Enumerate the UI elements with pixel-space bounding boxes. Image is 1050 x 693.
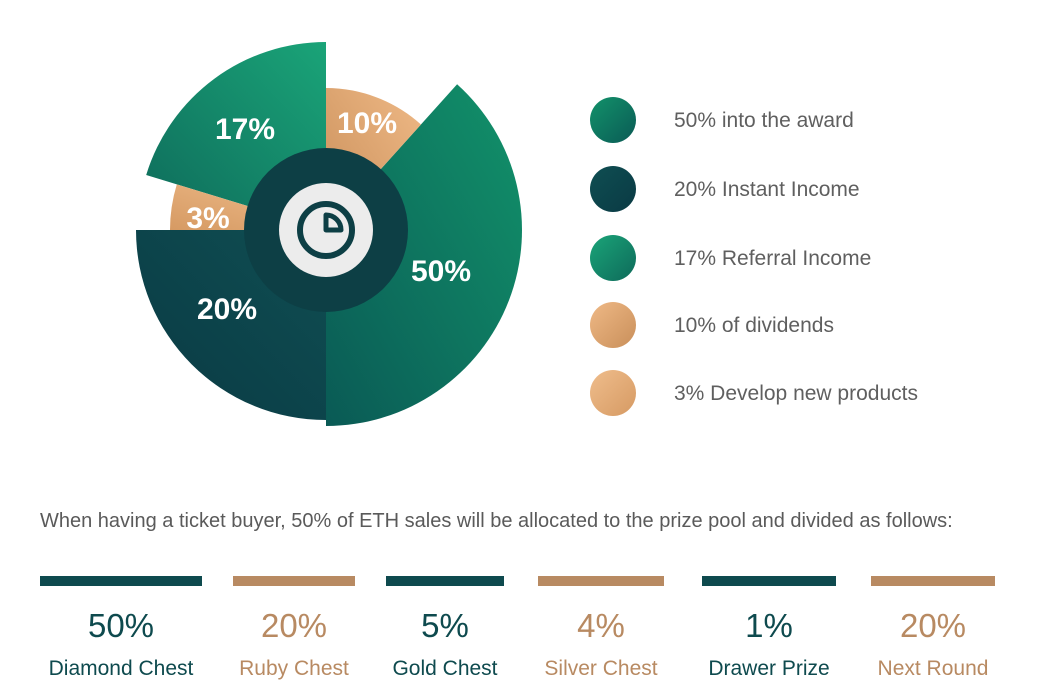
prize-bar xyxy=(40,576,202,586)
prize-item: 50% Diamond Chest xyxy=(40,576,202,682)
legend-swatch xyxy=(590,235,636,281)
prize-bar xyxy=(871,576,995,586)
prize-item: 5% Gold Chest xyxy=(385,576,505,682)
slice-label: 17% xyxy=(215,113,275,146)
prize-percent: 20% xyxy=(899,607,967,644)
prize-name: Drawer Prize xyxy=(708,657,830,680)
legend-item: 17% Referral Income xyxy=(590,233,1030,283)
legend-label: 17% Referral Income xyxy=(674,247,872,270)
slice-label: 20% xyxy=(197,293,257,326)
prize-name: Silver Chest xyxy=(544,657,658,680)
prize-bar xyxy=(386,576,504,586)
legend-label: 3% Develop new products xyxy=(674,382,918,405)
prize-name: Ruby Chest xyxy=(239,657,349,680)
legend-swatch xyxy=(590,302,636,348)
prize-percent: 50% xyxy=(87,607,155,644)
legend-label: 10% of dividends xyxy=(674,314,834,337)
legend-item: 10% of dividends xyxy=(590,300,1030,350)
legend-swatch xyxy=(590,166,636,212)
pie-chart: 50% 20% 17% 10% 3% xyxy=(0,0,560,440)
pie-svg: 50% 20% 17% 10% 3% xyxy=(136,42,522,427)
prize-item: 4% Silver Chest xyxy=(537,576,665,682)
prize-percent: 20% xyxy=(260,607,328,644)
prize-percent: 5% xyxy=(421,607,469,644)
legend-item: 50% into the award xyxy=(590,95,1030,145)
prize-name: Diamond Chest xyxy=(48,657,194,680)
prize-item: 1% Drawer Prize xyxy=(700,576,838,682)
legend-label: 50% into the award xyxy=(674,109,854,132)
legend-label: 20% Instant Income xyxy=(674,178,860,201)
pie-chart-icon xyxy=(297,201,355,259)
prize-bar xyxy=(233,576,355,586)
prize-distribution: 50% Diamond Chest 20% Ruby Chest 5% Gold Ches… xyxy=(0,576,1050,693)
prize-item: 20% Ruby Chest xyxy=(232,576,356,682)
pie-slice xyxy=(326,84,522,427)
prize-name: Next Round xyxy=(877,657,989,680)
legend-swatch xyxy=(590,97,636,143)
slice-label: 50% xyxy=(411,255,471,288)
prize-bar xyxy=(702,576,836,586)
slice-label: 10% xyxy=(337,107,397,140)
slice-label: 3% xyxy=(186,202,229,235)
prize-pool-note: When having a ticket buyer, 50% of ETH s… xyxy=(40,510,953,532)
legend-swatch xyxy=(590,370,636,416)
legend-item: 20% Instant Income xyxy=(590,164,1030,214)
prize-item: 20% Next Round xyxy=(870,576,996,682)
prize-percent: 4% xyxy=(577,607,625,644)
legend-item: 3% Develop new products xyxy=(590,368,1030,418)
prize-percent: 1% xyxy=(745,607,793,644)
prize-bar xyxy=(538,576,664,586)
prize-name: Gold Chest xyxy=(392,657,498,680)
